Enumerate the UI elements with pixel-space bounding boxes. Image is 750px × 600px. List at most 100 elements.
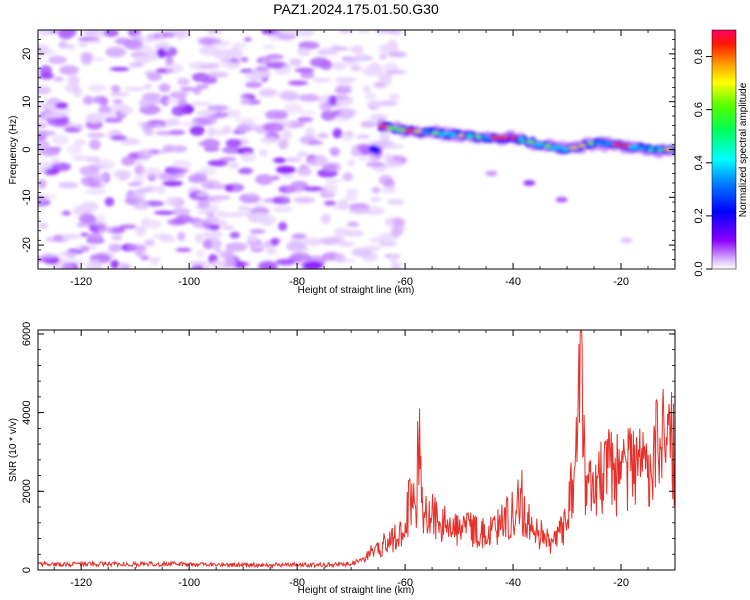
- heatmap-isolated-blob: [620, 237, 633, 244]
- heatmap-noise-blob: [362, 245, 382, 252]
- heatmap-noise-blob: [299, 110, 316, 116]
- heatmap-noise-blob: [263, 122, 285, 133]
- heatmap-noise-blob: [95, 214, 106, 221]
- heatmap-signal-peak: [550, 145, 563, 150]
- heatmap-noise-blob: [74, 139, 86, 146]
- heatmap-noise-blob: [175, 247, 192, 253]
- heatmap-noise-blob: [66, 144, 83, 155]
- heatmap-noise-blob: [320, 213, 331, 224]
- heatmap-isolated-blob: [523, 179, 536, 186]
- heatmap-noise-blob: [127, 182, 142, 187]
- heatmap-isolated-blob: [485, 170, 498, 177]
- heatmap-noise-blob: [150, 258, 159, 267]
- heatmap-noise-blob: [321, 164, 338, 170]
- heatmap-noise-blob: [191, 264, 204, 269]
- heatmap-noise-blob: [129, 62, 145, 68]
- heatmap-noise-blob: [345, 130, 354, 137]
- heatmap-noise-blob: [42, 111, 63, 119]
- 0-x-tick-label: -120: [70, 276, 92, 288]
- heatmap-noise-blob: [179, 87, 197, 92]
- heatmap-noise-blob: [97, 225, 113, 234]
- heatmap-noise-blob: [38, 85, 51, 95]
- heatmap-noise-blob: [180, 121, 202, 127]
- heatmap-noise-blob: [57, 181, 79, 189]
- heatmap-noise-blob: [319, 237, 340, 245]
- heatmap-noise-blob: [46, 103, 55, 112]
- heatmap-signal-peak: [458, 133, 465, 138]
- heatmap-noise-blob: [170, 145, 187, 153]
- heatmap-noise-blob: [125, 244, 147, 252]
- heatmap-noise-blob: [249, 229, 266, 234]
- heatmap-noise-blob: [92, 95, 108, 104]
- heatmap-noise-blob: [109, 92, 130, 97]
- heatmap-noise-blob: [142, 92, 162, 101]
- heatmap-noise-blob: [111, 234, 123, 241]
- heatmap-noise-blob: [38, 122, 48, 128]
- heatmap-noise-blob: [140, 255, 150, 261]
- heatmap-noise-blob: [283, 174, 296, 179]
- heatmap-noise-blob: [330, 147, 340, 157]
- heatmap-noise-blob: [67, 74, 81, 86]
- heatmap-noise-blob: [51, 158, 60, 166]
- heatmap-noise-blob: [390, 262, 402, 269]
- heatmap-noise-blob: [235, 125, 254, 133]
- heatmap-noise-blob: [38, 253, 59, 258]
- heatmap-noise-blob: [258, 148, 268, 157]
- heatmap-noise-blob: [270, 238, 279, 247]
- heatmap-noise-blob: [297, 30, 315, 37]
- heatmap-signal-peak: [518, 138, 525, 142]
- heatmap-noise-blob: [284, 103, 303, 114]
- heatmap-noise-blob: [232, 44, 241, 51]
- 1-x-tick-label: -80: [289, 577, 305, 589]
- heatmap-noise-blob: [47, 118, 69, 127]
- heatmap-noise-blob: [79, 201, 99, 212]
- heatmap-noise-blob: [339, 30, 354, 34]
- heatmap-noise-blob: [201, 138, 219, 149]
- heatmap-noise-blob: [378, 174, 393, 186]
- heatmap-noise-blob: [346, 57, 358, 63]
- heatmap-noise-blob: [237, 205, 252, 212]
- heatmap-noise-blob: [215, 220, 228, 227]
- heatmap-noise-blob: [347, 159, 356, 167]
- heatmap-field: [38, 30, 675, 269]
- heatmap-noise-blob: [38, 142, 51, 149]
- heatmap-noise-blob: [200, 37, 222, 45]
- heatmap-noise-blob: [254, 244, 275, 249]
- heatmap-noise-blob: [300, 71, 315, 79]
- heatmap-signal-peak: [602, 141, 614, 146]
- heatmap-noise-blob: [164, 99, 180, 104]
- heatmap-noise-blob: [159, 234, 175, 243]
- heatmap-noise-blob: [110, 259, 120, 269]
- heatmap-noise-blob: [85, 39, 103, 45]
- heatmap-noise-blob: [215, 211, 229, 219]
- 0-y-tick-label: 0: [21, 146, 33, 152]
- heatmap-noise-blob: [257, 260, 278, 269]
- heatmap-noise-blob: [86, 260, 102, 268]
- 1-x-tick-label: -100: [178, 577, 200, 589]
- heatmap-noise-blob: [229, 231, 241, 239]
- spectrogram-x-axis-label: Height of straight line (km): [298, 285, 415, 296]
- heatmap-noise-blob: [298, 41, 320, 50]
- heatmap-noise-blob: [345, 191, 358, 202]
- 0-y-tick-label: 10: [21, 96, 33, 108]
- heatmap-noise-blob: [328, 95, 337, 105]
- heatmap-noise-blob: [196, 249, 205, 258]
- heatmap-signal-peak: [533, 142, 545, 147]
- heatmap-noise-blob: [202, 239, 213, 250]
- heatmap-noise-blob: [206, 71, 229, 78]
- heatmap-noise-blob: [205, 216, 219, 224]
- heatmap-noise-blob: [225, 212, 247, 218]
- heatmap-noise-blob: [77, 41, 88, 48]
- heatmap-signal-peak: [612, 142, 622, 147]
- heatmap-noise-blob: [94, 159, 115, 171]
- heatmap-noise-blob: [127, 198, 138, 205]
- heatmap-noise-blob: [177, 231, 186, 242]
- heatmap-noise-blob: [237, 167, 253, 175]
- heatmap-noise-blob: [61, 210, 72, 216]
- heatmap-noise-blob: [120, 138, 141, 146]
- heatmap-noise-blob: [312, 77, 331, 83]
- heatmap-signal-peak: [587, 141, 595, 145]
- heatmap-noise-blob: [243, 37, 252, 42]
- heatmap-noise-blob: [177, 77, 190, 86]
- heatmap-noise-blob: [304, 127, 316, 138]
